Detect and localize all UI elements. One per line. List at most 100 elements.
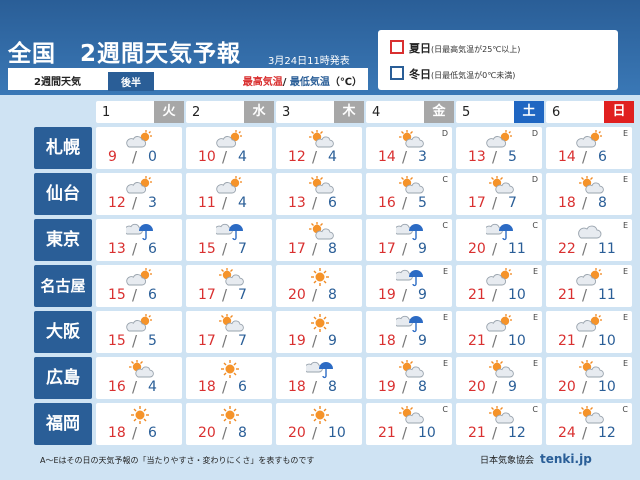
sun-cloud-icon bbox=[306, 129, 334, 149]
forecast-cell: 18 / 6 bbox=[186, 357, 272, 399]
sun-cloud-icon bbox=[216, 267, 244, 287]
sun-cloud-icon bbox=[576, 175, 604, 195]
issued-time: 3月24日11時発表 bbox=[268, 56, 350, 67]
min-temp: 6 bbox=[148, 241, 157, 257]
min-temp: 8 bbox=[418, 379, 427, 395]
reliability-grade: E bbox=[622, 175, 628, 184]
min-temp: 8 bbox=[328, 287, 337, 303]
max-temp: 18 bbox=[288, 379, 306, 395]
forecast-cell: 19 / 9 bbox=[276, 311, 362, 353]
temp-separator: / bbox=[132, 378, 138, 396]
min-temp: 6 bbox=[598, 149, 607, 165]
max-temp: 18 bbox=[378, 333, 396, 349]
temp-separator: / bbox=[582, 240, 588, 258]
min-temp: 6 bbox=[328, 195, 337, 211]
winter-label: 冬日 bbox=[409, 68, 431, 81]
unit-lo: 最低気温 bbox=[289, 77, 330, 88]
sub-bar: 2週間天気 後半 最高気温/ 最低気温（℃） bbox=[8, 68, 368, 91]
forecast-cell: 20 / 8 bbox=[186, 403, 272, 445]
min-temp: 11 bbox=[598, 241, 616, 257]
max-temp: 18 bbox=[198, 379, 216, 395]
legend-summer: 夏日(日最高気温が25℃以上) bbox=[390, 40, 520, 56]
reliability-grade: E bbox=[532, 359, 538, 368]
city-label: 仙台 bbox=[34, 173, 92, 215]
temp-separator: / bbox=[132, 286, 138, 304]
sun-icon bbox=[216, 359, 244, 379]
temp-separator: / bbox=[312, 286, 318, 304]
temp-separator: / bbox=[582, 378, 588, 396]
reliability-grade: E bbox=[442, 359, 448, 368]
min-temp: 11 bbox=[598, 287, 616, 303]
winter-box-icon bbox=[390, 66, 404, 80]
sun-cloud-icon bbox=[576, 405, 604, 425]
forecast-cell: E 20 / 9 bbox=[456, 357, 542, 399]
forecast-cell: E 18 / 8 bbox=[546, 173, 632, 215]
forecast-cell: E 21 / 11 bbox=[546, 265, 632, 307]
sun-icon bbox=[126, 405, 154, 425]
temp-separator: / bbox=[222, 378, 228, 396]
sun-icon bbox=[306, 405, 334, 425]
period-tag: 後半 bbox=[108, 72, 154, 91]
forecast-cell: 12 / 4 bbox=[276, 127, 362, 169]
min-temp: 10 bbox=[508, 287, 526, 303]
min-temp: 3 bbox=[418, 149, 427, 165]
forecast-cell: 18 / 6 bbox=[96, 403, 182, 445]
page-title: 全国 2週間天気予報 bbox=[8, 41, 242, 67]
min-temp: 0 bbox=[148, 149, 157, 165]
min-temp: 10 bbox=[508, 333, 526, 349]
max-temp: 17 bbox=[468, 195, 486, 211]
max-temp: 17 bbox=[198, 333, 216, 349]
legend-box: 夏日(日最高気温が25℃以上) 冬日(日最低気温が0℃未満) bbox=[378, 30, 618, 90]
cloud-icon bbox=[576, 221, 604, 241]
max-temp: 16 bbox=[378, 195, 396, 211]
max-temp: 22 bbox=[558, 241, 576, 257]
temp-separator: / bbox=[222, 148, 228, 166]
min-temp: 6 bbox=[238, 379, 247, 395]
reliability-grade: E bbox=[622, 359, 628, 368]
min-temp: 7 bbox=[238, 241, 247, 257]
temp-separator: / bbox=[222, 286, 228, 304]
temp-separator: / bbox=[582, 332, 588, 350]
max-temp: 12 bbox=[288, 149, 306, 165]
reliability-grade: C bbox=[442, 221, 448, 230]
temp-separator: / bbox=[222, 424, 228, 442]
temp-separator: / bbox=[312, 378, 318, 396]
cloud-sun-icon bbox=[486, 129, 514, 149]
day-number: 4 bbox=[372, 105, 381, 120]
reliability-grade: E bbox=[532, 267, 538, 276]
min-temp: 12 bbox=[598, 425, 616, 441]
max-temp: 18 bbox=[558, 195, 576, 211]
min-temp: 4 bbox=[328, 149, 337, 165]
legend-winter: 冬日(日最低気温が0℃未満) bbox=[390, 66, 515, 82]
min-temp: 7 bbox=[238, 287, 247, 303]
max-temp: 12 bbox=[108, 195, 126, 211]
forecast-cell: 17 / 7 bbox=[186, 265, 272, 307]
min-temp: 8 bbox=[598, 195, 607, 211]
reliability-grade: E bbox=[442, 267, 448, 276]
sun-cloud-icon bbox=[306, 221, 334, 241]
forecast-cell: C 17 / 9 bbox=[366, 219, 452, 261]
temp-separator: / bbox=[312, 148, 318, 166]
max-temp: 20 bbox=[288, 425, 306, 441]
min-temp: 9 bbox=[418, 241, 427, 257]
min-temp: 8 bbox=[328, 379, 337, 395]
min-temp: 4 bbox=[238, 149, 247, 165]
cloud-sun-icon bbox=[576, 313, 604, 333]
sun-icon bbox=[306, 313, 334, 333]
reliability-grade: C bbox=[442, 405, 448, 414]
max-temp: 21 bbox=[468, 333, 486, 349]
city-label: 福岡 bbox=[34, 403, 92, 445]
reliability-grade: C bbox=[442, 175, 448, 184]
max-temp: 20 bbox=[468, 379, 486, 395]
weekday-label: 金 bbox=[424, 101, 454, 123]
sun-cloud-icon bbox=[396, 405, 424, 425]
min-temp: 4 bbox=[148, 379, 157, 395]
max-temp: 20 bbox=[198, 425, 216, 441]
weekday-label: 土 bbox=[514, 101, 544, 123]
day-number: 6 bbox=[552, 105, 561, 120]
sun-icon bbox=[306, 267, 334, 287]
cloud-umbrella-icon bbox=[484, 221, 514, 241]
summer-box-icon bbox=[390, 40, 404, 54]
tenki-logo: tenki.jp bbox=[540, 452, 592, 466]
